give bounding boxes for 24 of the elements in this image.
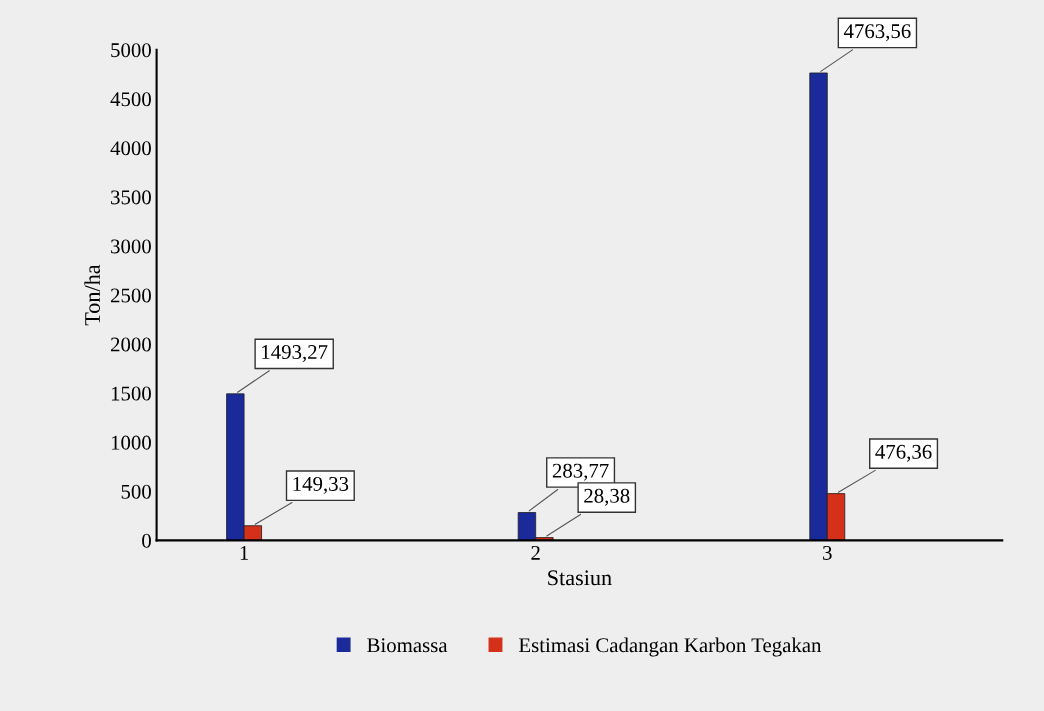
y-tick-label: 1500 [111, 386, 151, 401]
y-tick-label: 500 [121, 484, 151, 499]
y-tick-label: 1000 [111, 435, 151, 450]
y-tick-label: 5000 [111, 43, 151, 58]
y-tick-label: 3500 [111, 190, 151, 205]
data-label: 283,77 [552, 463, 609, 481]
data-label: 1493,27 [262, 345, 328, 363]
y-axis-title: Ton/ha [84, 264, 100, 326]
y-tick-label: 4000 [110, 141, 151, 156]
y-tick-label: 2000 [110, 337, 151, 352]
data-label: 4763,56 [843, 24, 911, 42]
y-tick-label: 3000 [111, 239, 151, 254]
x-axis-title: Stasiun [548, 570, 612, 586]
legend-label: Estimasi Cadangan Karbon Tegakan [519, 637, 822, 657]
x-tick-label: 3 [823, 545, 832, 560]
data-label: 149,33 [293, 476, 349, 494]
x-tick-label: 2 [531, 545, 540, 560]
data-label: 28,38 [584, 488, 630, 506]
y-tick-label: 0 [142, 533, 151, 548]
data-label: 476,36 [875, 444, 932, 462]
x-tick-label: 1 [240, 545, 249, 560]
legend-label: Biomassa [367, 638, 448, 653]
y-tick-label: 2500 [110, 288, 151, 303]
y-tick-label: 4500 [110, 92, 151, 107]
